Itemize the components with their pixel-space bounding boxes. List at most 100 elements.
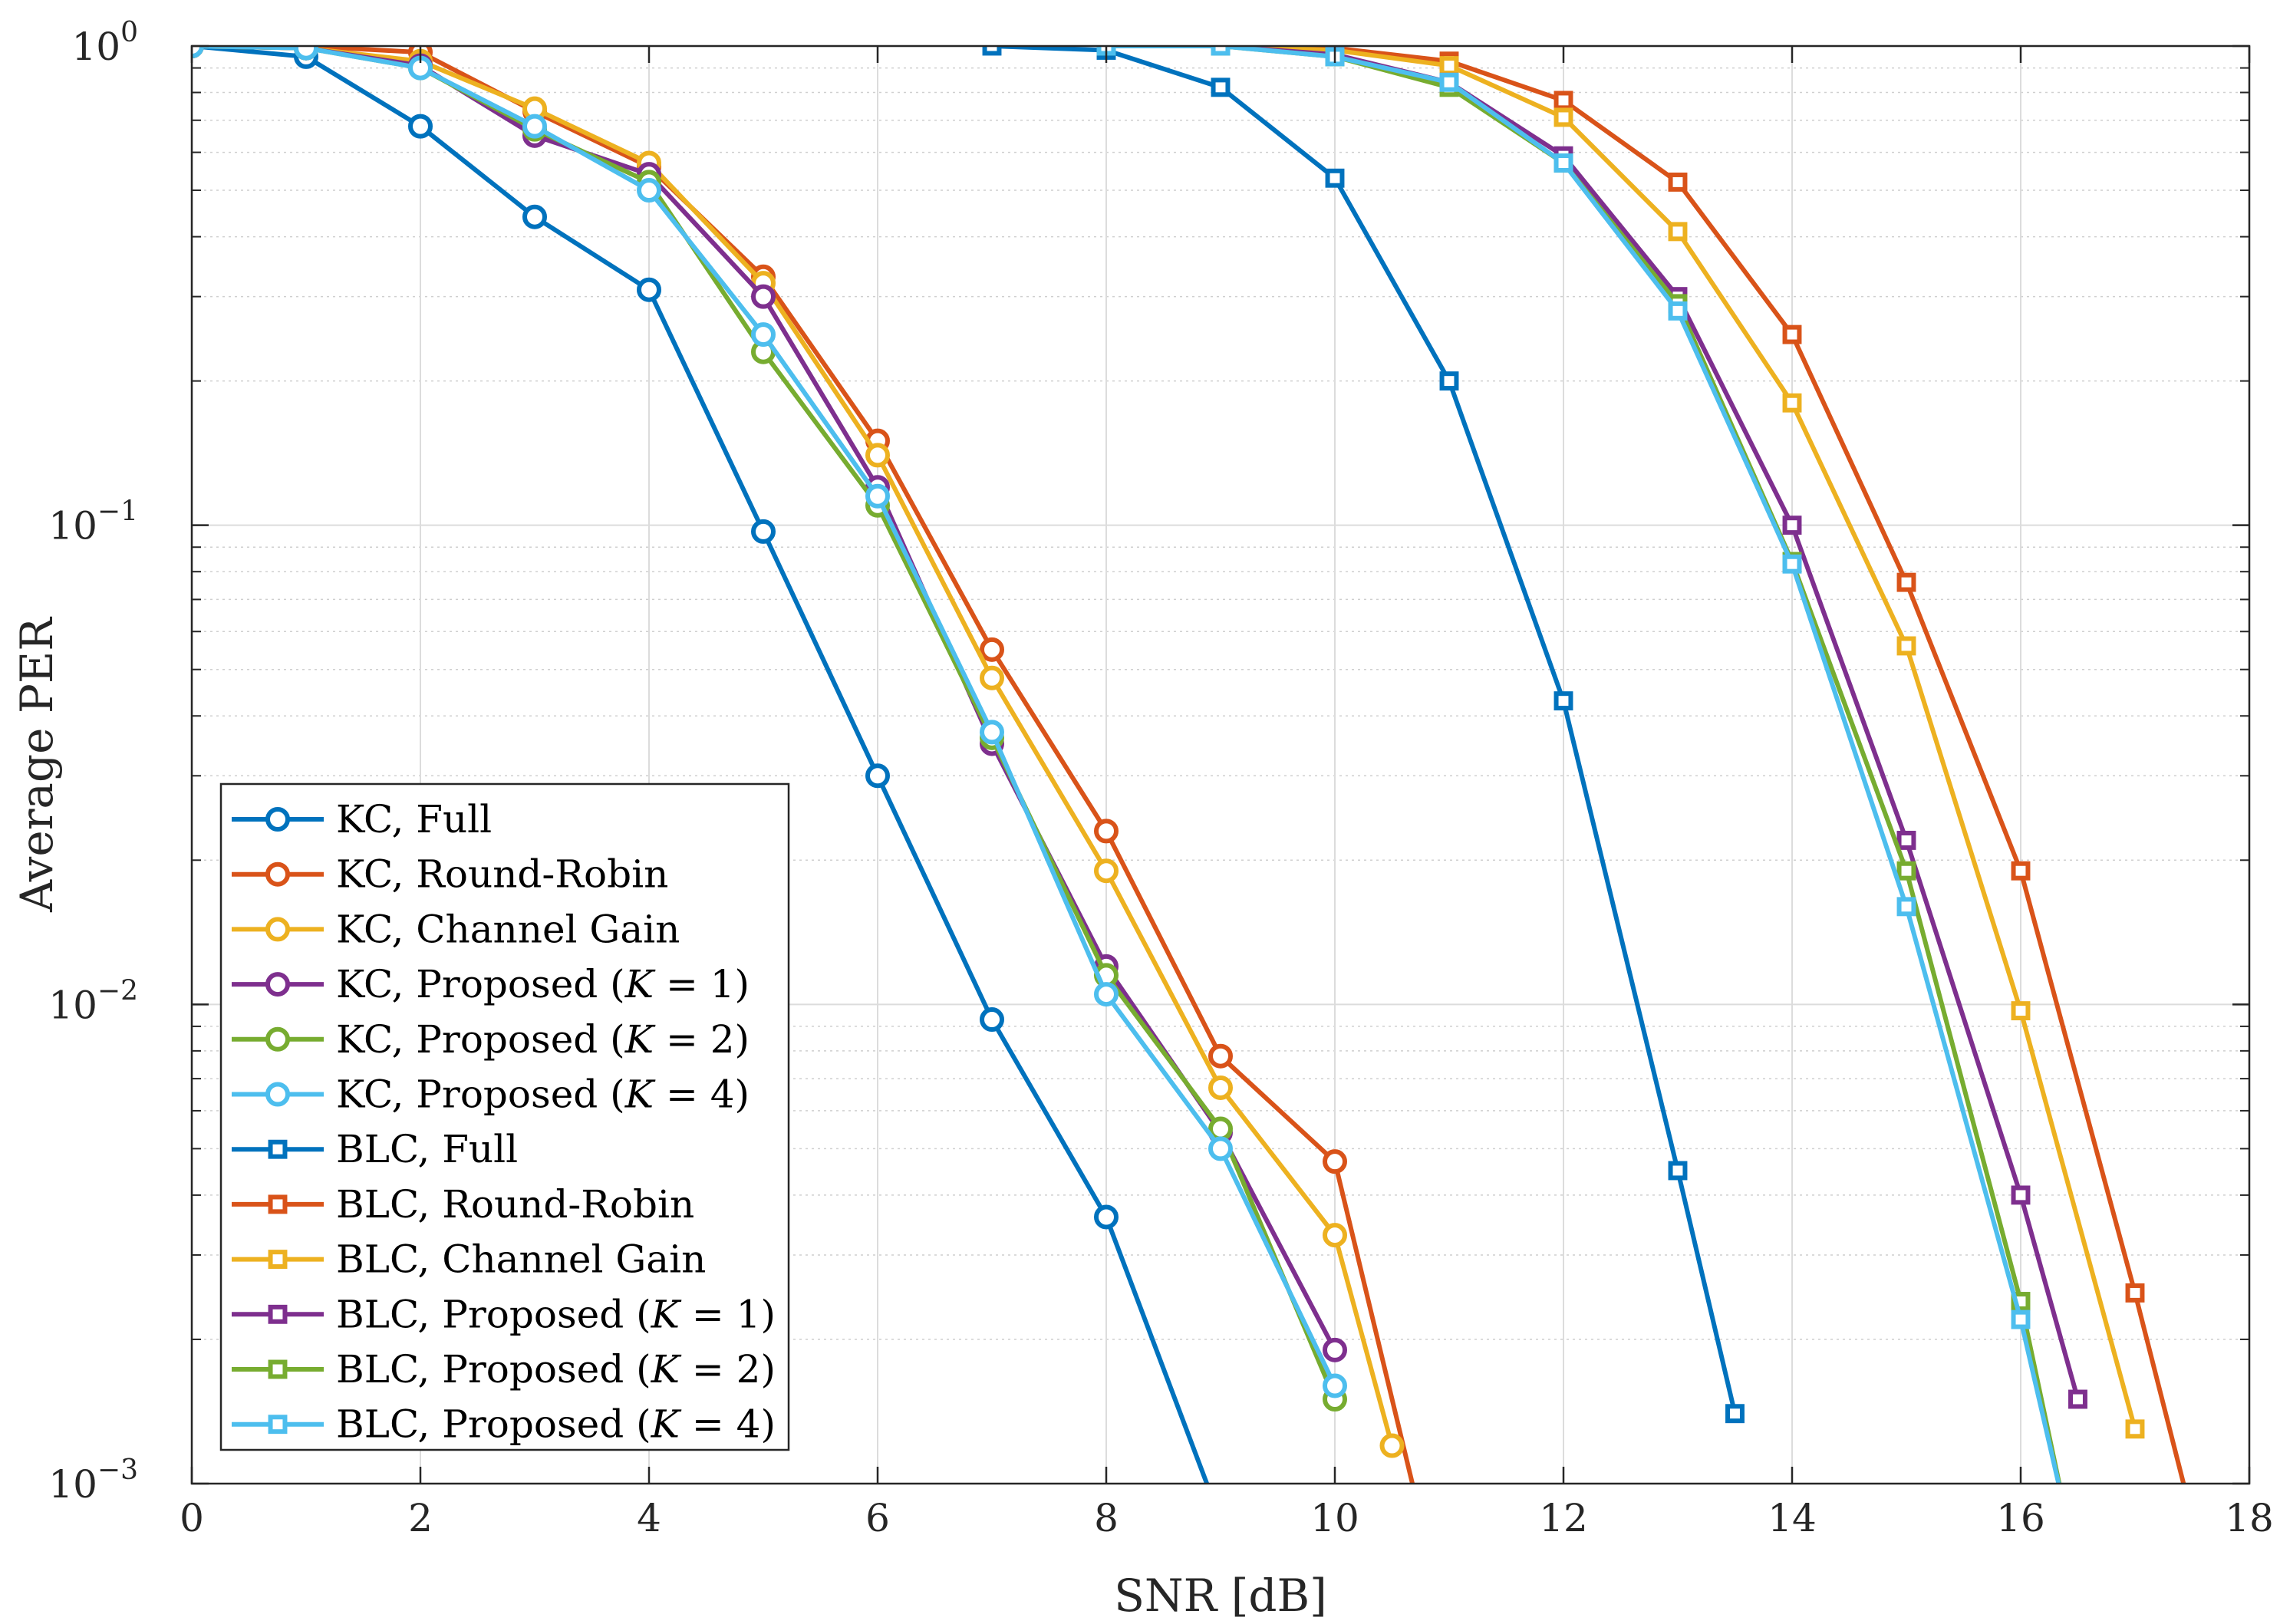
legend-marker [268, 1304, 288, 1324]
legend-label: BLC, Channel Gain [336, 1237, 706, 1282]
data-point [1211, 46, 1231, 56]
legend-entry: KC, Proposed (K = 4) [232, 1072, 750, 1117]
legend-entry: BLC, Proposed (K = 4) [232, 1402, 776, 1447]
data-point [980, 720, 1004, 745]
legend-entry: KC, Proposed (K = 2) [232, 1017, 750, 1062]
legend-marker [268, 1359, 288, 1379]
axis-ticks: 0 2 4 6 8 10 12 14 16 18 100 10−1 10−2 10−3 [48, 17, 2274, 1540]
data-point [982, 46, 1002, 56]
legend-marker [265, 1082, 290, 1107]
legend-label: KC, Proposed (K = 1) [336, 962, 750, 1006]
data-point [1439, 72, 1459, 92]
data-point [1668, 301, 1688, 321]
data-point [522, 114, 547, 139]
series-kc-proposed-k-4 [192, 46, 1347, 1398]
series-line [1106, 46, 2061, 1484]
data-point [1553, 691, 1573, 711]
legend-label: KC, Proposed (K = 4) [336, 1072, 750, 1117]
legend-label: BLC, Full [336, 1127, 518, 1171]
x-tick-label: 8 [1094, 1496, 1119, 1540]
y-tick-label: 10−1 [48, 496, 138, 548]
legend-marker [268, 1415, 288, 1435]
legend-entry: BLC, Proposed (K = 2) [232, 1347, 776, 1392]
series-group [192, 46, 2186, 1484]
data-point [1208, 1136, 1233, 1161]
data-point [1896, 830, 1916, 850]
legend-entry: KC, Full [232, 797, 492, 842]
data-point [637, 178, 661, 203]
legend-entry: KC, Proposed (K = 1) [232, 962, 750, 1006]
data-point [865, 483, 890, 509]
data-point [1094, 858, 1119, 884]
data-point [980, 1007, 1004, 1033]
data-point [2011, 1309, 2031, 1329]
data-point [1782, 554, 1802, 574]
data-point [1896, 897, 1916, 917]
data-point [2068, 1389, 2087, 1409]
data-point [1668, 222, 1688, 242]
data-point [1323, 1373, 1347, 1398]
legend-label: BLC, Proposed (K = 4) [336, 1402, 776, 1447]
data-point [1553, 91, 1573, 110]
data-point [1094, 819, 1119, 844]
x-tick-label: 4 [637, 1496, 661, 1540]
data-point [1323, 1337, 1347, 1362]
series-line [192, 46, 1210, 1484]
x-tick-label: 18 [2225, 1496, 2274, 1540]
y-axis-label: Average PER [11, 616, 63, 913]
data-point [1094, 982, 1119, 1007]
data-point [1896, 572, 1916, 592]
legend-label: KC, Round-Robin [336, 852, 668, 897]
data-point [865, 443, 890, 468]
plot-frame [190, 44, 2251, 1485]
data-point [1323, 1149, 1347, 1174]
legend: KC, Full KC, Round-Robin KC, Channel Gain K… [219, 782, 790, 1451]
series-line [192, 46, 1395, 1447]
legend-label: BLC, Proposed (K = 1) [336, 1292, 776, 1336]
data-point [751, 284, 776, 309]
data-point [192, 46, 204, 58]
series-line [991, 46, 1738, 1415]
data-point [1896, 636, 1916, 656]
legend-label: KC, Full [336, 797, 492, 842]
data-point [1782, 324, 1802, 344]
data-point [522, 204, 547, 229]
data-point [865, 763, 890, 789]
legend-marker [265, 1026, 290, 1052]
legend-box [219, 782, 790, 1451]
data-point [637, 277, 661, 302]
data-point [1553, 153, 1573, 173]
legend-entry: BLC, Full [232, 1127, 518, 1171]
legend-label: KC, Channel Gain [336, 907, 680, 951]
data-point [980, 665, 1004, 690]
legend-marker [265, 861, 290, 887]
legend-marker [265, 972, 290, 997]
data-point [751, 519, 776, 544]
data-point [1782, 516, 1802, 535]
data-point [1211, 77, 1231, 97]
x-tick-label: 2 [408, 1496, 433, 1540]
y-tick-label: 10−2 [48, 975, 138, 1027]
data-point [2125, 1419, 2145, 1439]
x-axis-label: SNR [dB] [1114, 1570, 1327, 1622]
legend-label: KC, Proposed (K = 2) [336, 1017, 750, 1062]
legend-label: BLC, Round-Robin [336, 1182, 694, 1227]
x-tick-label: 10 [1310, 1496, 1359, 1540]
data-point [751, 322, 776, 348]
legend-entry: BLC, Channel Gain [232, 1237, 706, 1282]
data-point [1325, 168, 1345, 188]
data-point [1439, 56, 1459, 76]
legend-label: BLC, Proposed (K = 2) [336, 1347, 776, 1392]
data-point [1323, 1223, 1347, 1248]
legend-entry: BLC, Proposed (K = 1) [232, 1292, 776, 1336]
data-point [2125, 1283, 2145, 1303]
data-point [1439, 371, 1459, 391]
data-point [1379, 1433, 1405, 1458]
data-point [980, 637, 1004, 662]
series-line [192, 46, 1415, 1484]
legend-marker [268, 1250, 288, 1270]
data-point [294, 46, 318, 61]
data-point [2011, 1185, 2031, 1205]
x-tick-label: 6 [865, 1496, 890, 1540]
